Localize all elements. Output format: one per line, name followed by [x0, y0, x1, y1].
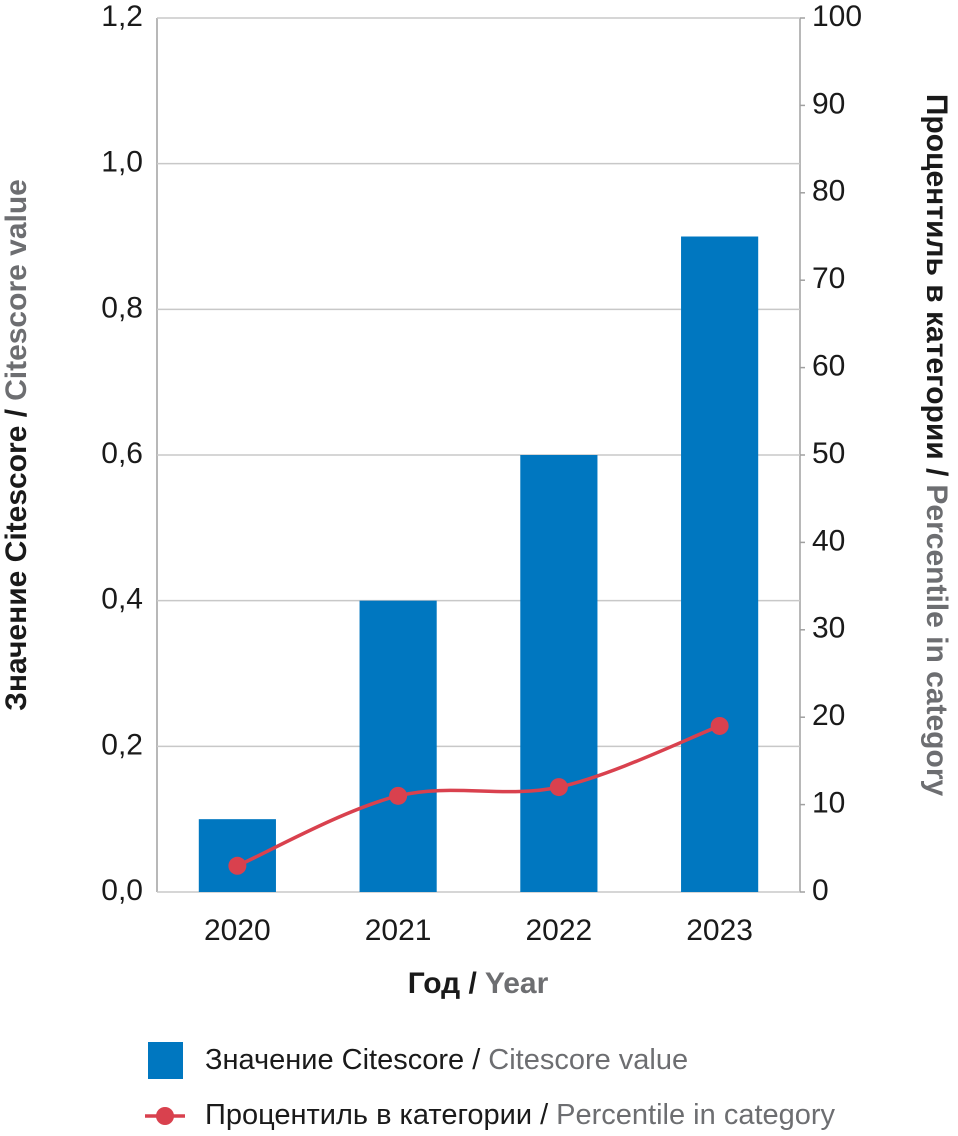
x-axis-title: Год / Year	[408, 967, 549, 1000]
y2-tick-label: 30	[812, 612, 845, 645]
x-axis-title-en: Year	[485, 967, 549, 1000]
y2-tick-label: 90	[812, 87, 845, 120]
y-tick-label: 0,0	[101, 874, 143, 907]
x-axis-title-ru: Год /	[408, 967, 478, 1000]
legend-swatch	[156, 1107, 174, 1125]
legend-swatch	[148, 1042, 183, 1079]
y-tick-label: 0,8	[101, 291, 143, 324]
bar	[520, 455, 598, 892]
point	[710, 716, 729, 735]
y-tick-label: 0,2	[101, 728, 143, 761]
legend-label-ru: Процентиль в категории /	[205, 1099, 549, 1131]
y2-tick-label: 80	[812, 175, 845, 208]
legend-label: Процентиль в категории / Percentile in ca…	[205, 1099, 836, 1131]
y2-tick-label: 20	[812, 699, 845, 732]
x-tick-label: 2020	[204, 914, 271, 947]
legend-label-en: Percentile in category	[556, 1099, 835, 1131]
y-tick-label: 1,0	[101, 146, 143, 179]
y2-tick-label: 0	[812, 874, 829, 907]
y-axis-title: Значение Citescore / Citescore value	[0, 179, 33, 711]
x-tick-label: 2022	[526, 914, 593, 947]
legend-label: Значение Citescore / Citescore value	[205, 1044, 688, 1076]
x-tick-label: 2023	[686, 914, 753, 947]
bar	[359, 600, 437, 892]
point	[549, 778, 568, 797]
bar	[681, 236, 759, 892]
y2-tick-label: 10	[812, 787, 845, 820]
x-tick-label: 2021	[365, 914, 432, 947]
y2-tick-label: 100	[812, 0, 862, 33]
y2-tick-label: 40	[812, 524, 845, 557]
y2-axis-title-ru: Процентиль в категории /	[920, 94, 953, 477]
y-axis-title-ru: Значение Citescore /	[0, 408, 33, 711]
y-tick-label: 1,2	[101, 0, 143, 33]
y2-axis-title-en: Percentile in category	[920, 484, 953, 796]
point	[228, 856, 247, 875]
y2-tick-label: 60	[812, 350, 845, 383]
y-tick-label: 0,4	[101, 583, 143, 616]
bar	[198, 819, 276, 892]
line	[236, 724, 721, 868]
y2-tick-label: 70	[812, 262, 845, 295]
point	[389, 786, 408, 805]
y2-tick-label: 50	[812, 437, 845, 470]
legend-label-en: Citescore value	[488, 1044, 688, 1076]
y-axis-title-en: Citescore value	[0, 179, 33, 401]
y2-axis-title: Процентиль в категории / Percentile in ca…	[920, 94, 953, 797]
legend-label-ru: Значение Citescore /	[205, 1044, 481, 1076]
y-tick-label: 0,6	[101, 437, 143, 470]
